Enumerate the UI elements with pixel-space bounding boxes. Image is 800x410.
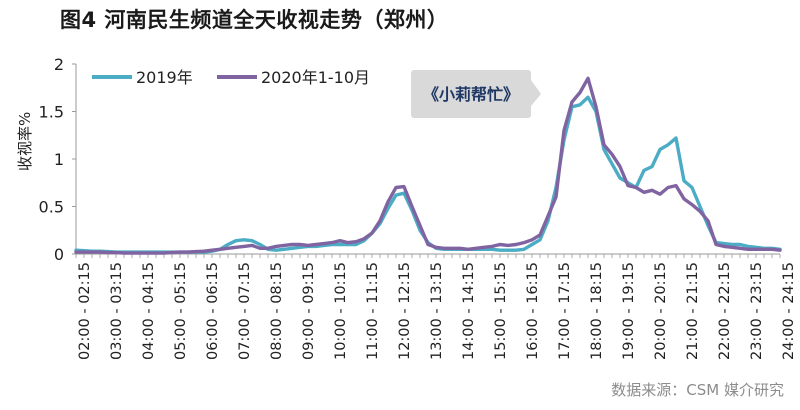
y-tick-label: 0.5 xyxy=(39,198,64,217)
annotation-label: 《小莉帮忙》 xyxy=(423,85,519,104)
source-note: 数据来源：CSM 媒介研究 xyxy=(611,381,784,399)
x-tick-label: 08:00 - 08:15 xyxy=(269,262,285,360)
series-line-2020 xyxy=(74,76,782,255)
legend-label: 2019年 xyxy=(136,68,193,87)
x-tick-label: 12:00 - 12:15 xyxy=(397,262,413,360)
x-tick-label: 21:00 - 21:15 xyxy=(685,262,701,360)
x-tick-label: 18:00 - 18:15 xyxy=(589,262,605,360)
legend-label: 2020年1-10月 xyxy=(261,68,370,87)
x-tick-label: 11:00 - 11:15 xyxy=(365,262,381,360)
y-tick-label: 1.5 xyxy=(39,103,64,122)
x-tick-label: 15:00 - 15:15 xyxy=(493,262,509,360)
x-tick-label: 06:00 - 06:15 xyxy=(205,262,221,360)
x-tick-label: 14:00 - 14:15 xyxy=(461,262,477,360)
x-tick-label: 13:00 - 13:15 xyxy=(429,262,445,360)
y-tick-label: 1 xyxy=(54,150,64,169)
x-tick-label: 24:00 - 24:15 xyxy=(781,262,797,360)
x-tick-label: 23:00 - 23:15 xyxy=(749,262,765,360)
y-tick-label: 0 xyxy=(54,245,64,264)
annotation-pointer xyxy=(531,80,541,106)
x-tick-label: 19:00 - 19:15 xyxy=(621,262,637,360)
x-tick-label: 02:00 - 02:15 xyxy=(77,262,93,360)
x-tick-label: 10:00 - 10:15 xyxy=(333,262,349,360)
x-tick-label: 22:00 - 22:15 xyxy=(717,262,733,360)
x-tick-label: 17:00 - 17:15 xyxy=(557,262,573,360)
annotation-box xyxy=(411,70,531,118)
x-tick-label: 20:00 - 20:15 xyxy=(653,262,669,360)
x-tick-label: 03:00 - 03:15 xyxy=(109,262,125,360)
x-tick-label: 09:00 - 09:15 xyxy=(301,262,317,360)
x-tick-label: 16:00 - 16:15 xyxy=(525,262,541,360)
series-line-2019 xyxy=(74,95,782,254)
x-tick-label: 05:00 - 05:15 xyxy=(173,262,189,360)
y-tick-label: 2 xyxy=(54,55,64,74)
x-tick-label: 07:00 - 07:15 xyxy=(237,262,253,360)
chart-title: 图4 河南民生频道全天收视走势（郑州） xyxy=(60,8,449,32)
x-tick-label: 04:00 - 04:15 xyxy=(141,262,157,360)
